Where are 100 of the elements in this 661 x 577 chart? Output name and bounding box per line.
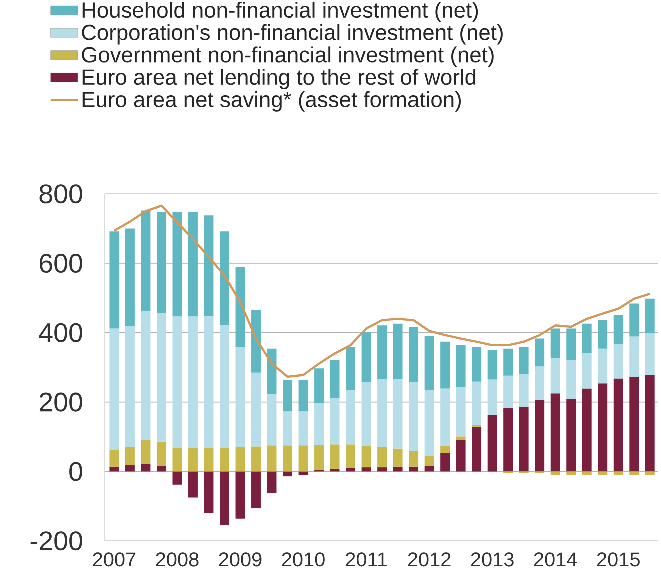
bar <box>314 444 324 470</box>
bar <box>488 415 498 472</box>
bar <box>645 375 655 472</box>
bar <box>409 326 419 382</box>
bar <box>393 448 403 467</box>
bar <box>125 326 135 448</box>
bar <box>566 398 576 472</box>
bar <box>378 326 388 380</box>
bar <box>346 444 356 468</box>
bar <box>362 382 372 446</box>
bar <box>252 446 261 472</box>
x-tick-label: 2009 <box>219 552 262 567</box>
bar <box>582 388 592 472</box>
bar <box>378 379 388 448</box>
bar <box>172 212 182 317</box>
bar <box>283 380 292 412</box>
y-tick-label: 400 <box>39 323 82 342</box>
bar <box>598 348 608 384</box>
bar <box>204 448 214 472</box>
bar <box>424 390 434 456</box>
y-tick-label: 600 <box>40 254 82 273</box>
bar <box>409 466 419 472</box>
bar <box>582 472 592 476</box>
bar <box>424 336 434 390</box>
bar <box>472 426 482 472</box>
bar <box>141 464 151 472</box>
bar <box>440 342 450 389</box>
bar <box>519 374 529 407</box>
line-series <box>113 204 652 378</box>
bar <box>314 403 324 445</box>
y-tick-label: 200 <box>40 392 82 412</box>
bar <box>298 472 308 476</box>
bar <box>378 447 388 468</box>
x-tick-label: 2014 <box>534 552 578 567</box>
bar <box>424 466 434 472</box>
bar <box>330 360 340 398</box>
bar <box>582 353 592 389</box>
bar <box>614 316 624 344</box>
bar <box>519 347 529 374</box>
bar <box>204 316 214 448</box>
bar <box>488 380 498 416</box>
bar <box>346 347 356 390</box>
bar <box>314 368 324 404</box>
bar <box>283 472 292 477</box>
bar <box>141 210 151 312</box>
bar <box>172 448 182 472</box>
bar <box>220 325 230 448</box>
bar <box>362 468 372 472</box>
bar <box>156 442 166 466</box>
bar <box>409 382 419 452</box>
x-tick-label: 2010 <box>282 552 325 567</box>
bar <box>125 447 135 466</box>
bar <box>188 212 198 317</box>
bar <box>330 398 340 445</box>
bar <box>141 440 151 464</box>
bar <box>456 436 466 440</box>
bar <box>598 320 608 349</box>
bar <box>298 380 308 412</box>
bar <box>236 347 246 448</box>
bar <box>346 390 356 445</box>
bar <box>535 366 545 400</box>
bar <box>519 406 529 472</box>
bar <box>204 216 214 316</box>
legend-label: Euro area net saving* (asset formation) <box>82 91 461 112</box>
legend-label: Government non-financial investment (net) <box>82 46 494 68</box>
bar <box>220 472 230 526</box>
bar <box>645 334 655 376</box>
bar <box>362 446 372 468</box>
bar <box>488 350 498 380</box>
y-tick-label: 0 <box>70 462 82 482</box>
bar <box>440 453 450 472</box>
bar <box>298 446 308 472</box>
bar <box>550 328 560 358</box>
bar <box>504 348 514 376</box>
bar <box>110 328 120 450</box>
bar <box>566 360 576 399</box>
bar <box>550 358 560 394</box>
bar <box>456 440 466 472</box>
legend-label: Corporation's non-financial investment (net) <box>82 24 503 45</box>
bar <box>378 468 388 472</box>
x-tick-label: 2007 <box>93 552 136 567</box>
bar <box>535 338 545 367</box>
x-tick-label: 2012 <box>408 552 451 567</box>
bar <box>614 378 624 472</box>
bar <box>204 472 214 514</box>
y-tick-label: -200 <box>30 532 82 551</box>
bar <box>582 324 592 354</box>
bar <box>630 376 640 472</box>
bar <box>283 412 292 446</box>
bar <box>598 472 608 476</box>
bar <box>110 466 120 472</box>
bar <box>236 447 246 472</box>
bar <box>330 468 340 472</box>
bar <box>110 450 120 467</box>
bar <box>362 332 372 382</box>
bar <box>440 388 450 446</box>
bar <box>614 344 624 379</box>
bar <box>504 376 514 409</box>
bar <box>614 472 624 476</box>
bar <box>598 384 608 472</box>
